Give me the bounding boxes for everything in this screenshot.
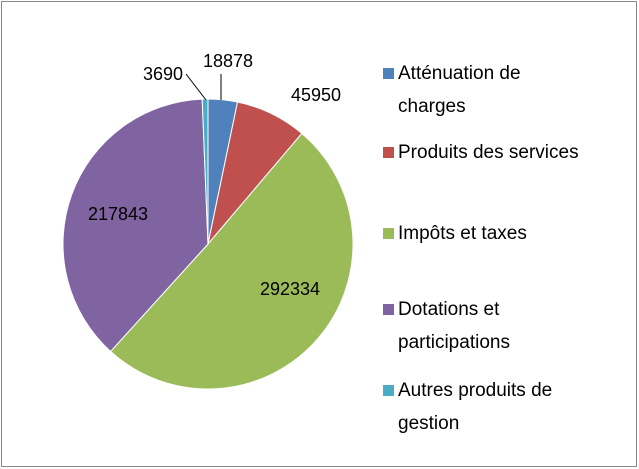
legend-item: Impôts et taxes	[383, 217, 628, 250]
legend-label: Produits des services	[398, 142, 579, 163]
pie-slice	[109, 132, 354, 390]
legend-label: Impôts et taxes	[398, 223, 527, 244]
legend-label: Atténuation de charges	[398, 63, 521, 117]
legend-swatch	[383, 385, 394, 396]
legend-item: Autres produits de gestion	[383, 374, 628, 440]
data-label: 3690	[143, 64, 183, 84]
data-label: 217843	[88, 204, 148, 224]
legend-item: Atténuation de charges	[383, 57, 628, 123]
pie-slice	[62, 98, 209, 353]
leader-line	[185, 73, 207, 101]
legend-label: Autres produits de gestion	[398, 380, 553, 434]
legend-swatch	[383, 304, 394, 315]
legend-swatch	[383, 147, 394, 158]
legend-item: Dotations et participations	[383, 293, 628, 359]
legend-item: Produits des services	[383, 136, 628, 169]
data-label: 292334	[260, 279, 320, 299]
legend-label: Dotations et participations	[398, 299, 510, 353]
data-label: 45950	[291, 85, 341, 105]
legend-swatch	[383, 228, 394, 239]
data-label: 18878	[203, 51, 253, 71]
legend-swatch	[383, 68, 394, 79]
